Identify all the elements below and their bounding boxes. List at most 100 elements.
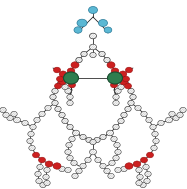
Ellipse shape (11, 111, 17, 117)
Ellipse shape (125, 106, 131, 112)
Ellipse shape (136, 167, 142, 173)
Ellipse shape (56, 76, 64, 82)
Ellipse shape (107, 62, 115, 68)
Ellipse shape (115, 88, 121, 94)
Ellipse shape (67, 68, 75, 74)
Ellipse shape (80, 163, 86, 169)
Ellipse shape (104, 168, 110, 174)
Ellipse shape (0, 107, 6, 113)
Ellipse shape (121, 166, 127, 172)
Ellipse shape (65, 73, 71, 79)
Ellipse shape (90, 44, 96, 50)
Ellipse shape (76, 168, 82, 174)
Ellipse shape (69, 136, 75, 142)
Ellipse shape (44, 180, 50, 186)
Ellipse shape (150, 124, 156, 130)
Ellipse shape (115, 149, 121, 155)
Ellipse shape (65, 149, 71, 155)
Ellipse shape (125, 83, 131, 89)
Ellipse shape (62, 118, 68, 124)
Ellipse shape (180, 107, 186, 113)
Ellipse shape (146, 152, 154, 158)
Ellipse shape (114, 142, 120, 148)
Ellipse shape (137, 174, 143, 180)
Ellipse shape (130, 94, 136, 100)
Ellipse shape (35, 171, 41, 177)
Ellipse shape (73, 130, 79, 136)
Ellipse shape (50, 94, 56, 100)
Ellipse shape (111, 136, 117, 142)
Ellipse shape (64, 72, 79, 84)
Ellipse shape (90, 149, 96, 155)
Ellipse shape (33, 152, 39, 158)
Ellipse shape (53, 67, 61, 73)
Ellipse shape (27, 138, 33, 144)
Ellipse shape (95, 157, 101, 163)
Ellipse shape (128, 88, 134, 94)
Ellipse shape (59, 71, 67, 77)
Ellipse shape (65, 167, 71, 173)
Ellipse shape (67, 124, 73, 130)
Ellipse shape (59, 166, 65, 172)
Ellipse shape (118, 84, 124, 90)
Ellipse shape (108, 72, 122, 84)
Ellipse shape (22, 120, 28, 126)
Ellipse shape (113, 94, 119, 100)
Ellipse shape (111, 68, 119, 74)
Ellipse shape (3, 112, 9, 118)
Ellipse shape (113, 124, 119, 130)
Ellipse shape (29, 145, 35, 151)
Ellipse shape (71, 62, 79, 68)
Ellipse shape (99, 19, 108, 26)
Ellipse shape (39, 111, 45, 117)
Ellipse shape (67, 94, 73, 100)
Ellipse shape (114, 73, 122, 79)
Ellipse shape (45, 161, 53, 167)
Ellipse shape (94, 137, 100, 143)
Ellipse shape (136, 180, 142, 186)
Ellipse shape (113, 155, 119, 161)
Ellipse shape (151, 145, 157, 151)
Ellipse shape (165, 117, 172, 123)
Ellipse shape (128, 100, 134, 106)
Ellipse shape (65, 88, 71, 94)
Ellipse shape (61, 77, 69, 83)
Ellipse shape (104, 57, 110, 63)
Ellipse shape (37, 164, 43, 170)
Ellipse shape (7, 115, 13, 121)
Ellipse shape (43, 174, 49, 180)
Ellipse shape (125, 67, 133, 73)
Ellipse shape (76, 57, 82, 63)
Ellipse shape (90, 52, 96, 58)
Ellipse shape (90, 33, 96, 39)
Ellipse shape (55, 106, 61, 112)
Ellipse shape (133, 161, 141, 167)
Ellipse shape (99, 51, 105, 57)
Ellipse shape (153, 138, 159, 144)
Ellipse shape (66, 142, 72, 148)
Ellipse shape (52, 100, 58, 106)
Ellipse shape (146, 117, 152, 123)
Ellipse shape (119, 71, 127, 77)
Ellipse shape (135, 105, 141, 111)
Ellipse shape (54, 83, 62, 89)
Ellipse shape (120, 79, 128, 85)
Ellipse shape (145, 171, 151, 177)
Ellipse shape (52, 88, 58, 94)
Ellipse shape (141, 111, 147, 117)
Ellipse shape (77, 19, 87, 27)
Ellipse shape (13, 117, 21, 123)
Ellipse shape (86, 137, 92, 143)
Ellipse shape (59, 112, 65, 118)
Ellipse shape (111, 82, 117, 88)
Ellipse shape (169, 111, 175, 117)
Ellipse shape (28, 131, 34, 137)
Ellipse shape (44, 167, 50, 173)
Ellipse shape (173, 115, 179, 121)
Ellipse shape (90, 139, 96, 145)
Ellipse shape (125, 163, 133, 169)
Ellipse shape (108, 173, 114, 179)
Ellipse shape (36, 178, 42, 184)
Ellipse shape (62, 84, 68, 90)
Ellipse shape (85, 157, 91, 163)
